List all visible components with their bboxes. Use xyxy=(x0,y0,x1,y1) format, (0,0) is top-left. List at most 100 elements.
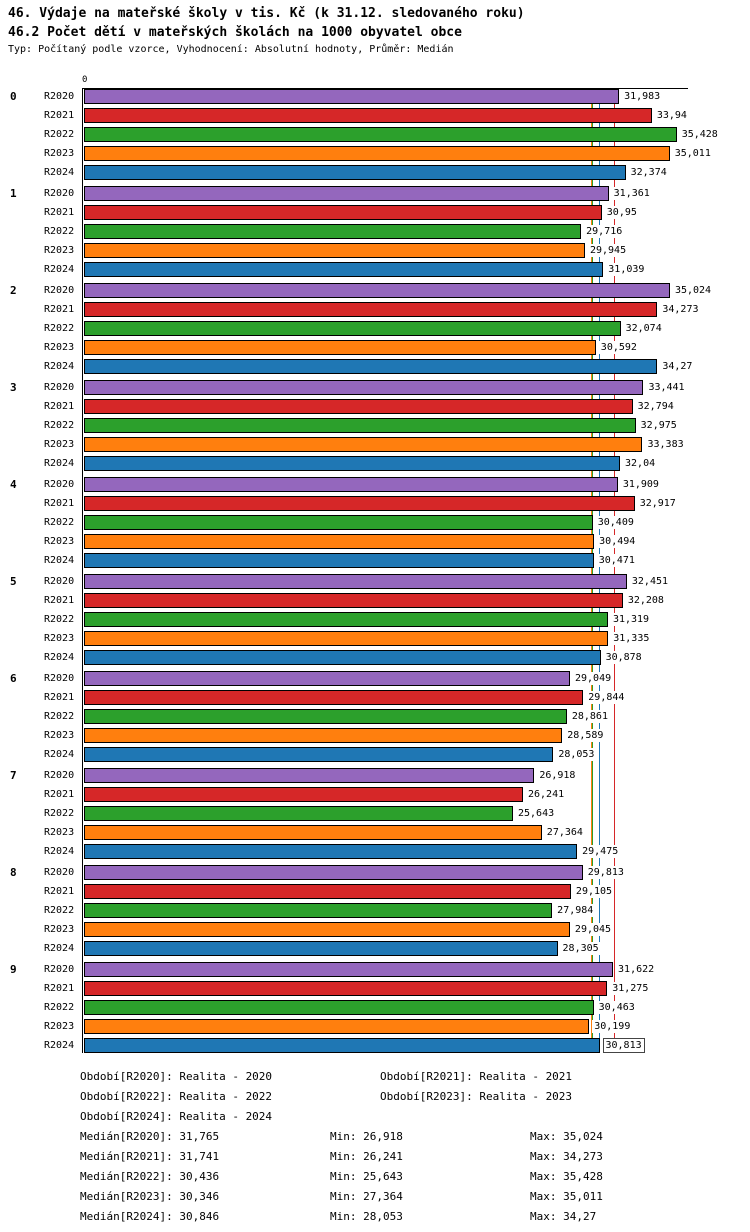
bar-area: 31,039 xyxy=(84,262,742,277)
bar-row: R2020 31,361 xyxy=(44,186,742,201)
group-rows: R2020 31,622 R2021 31,275 R2022 30,463 R2023 30… xyxy=(44,962,742,1053)
group-label: 8 xyxy=(10,866,17,879)
median-stat: Medián[R2021]: 31,741 xyxy=(80,1150,220,1163)
bar-R2020 xyxy=(84,768,535,783)
series-label: R2020 xyxy=(44,91,75,102)
series-label: R2024 xyxy=(44,1040,75,1051)
legend-stats-row: Medián[R2023]: 30,346 Min: 27,364 Max: 35,… xyxy=(80,1187,742,1207)
bar-R2020 xyxy=(84,962,614,977)
bar-R2023 xyxy=(84,340,596,355)
bar-area: 26,918 xyxy=(84,768,742,783)
series-label: R2021 xyxy=(44,595,75,606)
bar-area: 29,716 xyxy=(84,224,742,239)
bar-R2021 xyxy=(84,302,658,317)
bar-area: 34,27 xyxy=(84,359,742,374)
bar-row: R2024 30,878 xyxy=(44,650,742,665)
bar-R2024 xyxy=(84,650,601,665)
series-label: R2020 xyxy=(44,964,75,975)
median-stat: Medián[R2024]: 30,846 xyxy=(80,1210,220,1223)
bar-value-label: 29,945 xyxy=(587,244,629,257)
bar-row: R2021 33,94 xyxy=(44,108,742,123)
bar-row: R2021 30,95 xyxy=(44,205,742,220)
series-label: R2022 xyxy=(44,905,75,916)
bar-row: R2021 32,208 xyxy=(44,593,742,608)
bar-R2020 xyxy=(84,574,627,589)
bar-row: R2023 30,494 xyxy=(44,534,742,549)
series-label: R2023 xyxy=(44,439,75,450)
bar-area: 33,94 xyxy=(84,108,742,123)
bar-R2024 xyxy=(84,359,658,374)
bar-value-label: 30,95 xyxy=(604,206,639,219)
bar-R2021 xyxy=(84,884,571,899)
series-label: R2022 xyxy=(44,129,75,140)
min-stat: Min: 26,918 xyxy=(330,1130,403,1143)
bar-area: 29,049 xyxy=(84,671,742,686)
bar-value-label: 32,794 xyxy=(635,400,676,413)
bar-row: R2021 34,273 xyxy=(44,302,742,317)
bar-area: 30,592 xyxy=(84,340,742,355)
bar-value-label: 29,844 xyxy=(586,691,627,704)
group-label: 4 xyxy=(10,478,17,491)
bar-value-label: 31,909 xyxy=(620,478,661,491)
bar-area: 28,589 xyxy=(84,728,742,743)
bar-area: 31,622 xyxy=(84,962,742,977)
chart-subtitle: 46.2 Počet dětí v mateřských školách na … xyxy=(8,25,462,40)
legend-period-entry: Období[R2021]: Realita - 2021 xyxy=(380,1070,573,1083)
bar-value-label: 26,241 xyxy=(526,788,567,801)
series-label: R2023 xyxy=(44,633,75,644)
bar-R2022 xyxy=(84,418,636,433)
bar-value-label: 34,273 xyxy=(660,303,701,316)
series-label: R2022 xyxy=(44,323,75,334)
bar-value-label: 28,305 xyxy=(560,942,601,955)
series-label: R2022 xyxy=(44,614,75,625)
series-label: R2022 xyxy=(44,517,75,528)
x-axis: 0 xyxy=(82,74,688,89)
bar-R2022 xyxy=(84,806,513,821)
bar-row: R2021 32,917 xyxy=(44,496,742,511)
bar-R2020 xyxy=(84,477,618,492)
bar-area: 30,95 xyxy=(84,205,742,220)
group-label: 3 xyxy=(10,381,17,394)
series-label: R2021 xyxy=(44,498,75,509)
median-stat: Medián[R2020]: 31,765 xyxy=(80,1130,220,1143)
bar-row: R2021 26,241 xyxy=(44,787,742,802)
series-label: R2024 xyxy=(44,846,75,857)
bar-value-label: 30,494 xyxy=(597,535,638,548)
bar-row: R2022 27,984 xyxy=(44,903,742,918)
bar-area: 32,074 xyxy=(84,321,742,336)
bar-R2021 xyxy=(84,787,523,802)
bar-area: 30,409 xyxy=(84,515,742,530)
bar-R2021 xyxy=(84,593,623,608)
bar-value-label: 31,039 xyxy=(606,263,647,276)
bar-value-label: 29,475 xyxy=(580,845,621,858)
series-label: R2022 xyxy=(44,226,75,237)
series-label: R2023 xyxy=(44,827,75,838)
bar-area: 30,463 xyxy=(84,1000,742,1015)
bar-value-label: 32,074 xyxy=(623,322,664,335)
group-rows: R2020 33,441 R2021 32,794 R2022 32,975 R2023 33… xyxy=(44,380,742,471)
legend-period-entry: Období[R2020]: Realita - 2020 xyxy=(80,1070,273,1083)
bar-area: 32,208 xyxy=(84,593,742,608)
bar-value-label: 28,053 xyxy=(556,748,597,761)
bar-area: 29,475 xyxy=(84,844,742,859)
bar-R2022 xyxy=(84,515,593,530)
bar-R2022 xyxy=(84,127,677,142)
bar-group-6: 6 R2020 29,049 R2021 29,844 R2022 28,861 R2023 2… xyxy=(8,671,742,762)
bar-group-9: 9 R2020 31,622 R2021 31,275 R2022 30,463 R2023 3… xyxy=(8,962,742,1053)
group-rows: R2020 31,909 R2021 32,917 R2022 30,409 R2023 30… xyxy=(44,477,742,568)
bar-R2024 xyxy=(84,553,594,568)
bar-value-label: 30,409 xyxy=(595,516,636,529)
bar-row: R2020 29,049 xyxy=(44,671,742,686)
legend-period-entry: Období[R2024]: Realita - 2024 xyxy=(80,1110,273,1123)
legend-stats-row: Medián[R2024]: 30,846 Min: 28,053 Max: 34,… xyxy=(80,1207,742,1227)
series-label: R2024 xyxy=(44,264,75,275)
series-label: R2021 xyxy=(44,207,75,218)
bar-value-label: 31,335 xyxy=(611,632,652,645)
series-label: R2021 xyxy=(44,401,75,412)
bar-area: 32,794 xyxy=(84,399,742,414)
legend-period-row: Období[R2022]: Realita - 2022 Období[R202… xyxy=(80,1087,742,1107)
bar-row: R2022 28,861 xyxy=(44,709,742,724)
legend-period-row: Období[R2020]: Realita - 2020 Období[R202… xyxy=(80,1067,742,1087)
bar-group-8: 8 R2020 29,813 R2021 29,105 R2022 27,984 R2023 2… xyxy=(8,865,742,956)
bar-area: 32,374 xyxy=(84,165,742,180)
